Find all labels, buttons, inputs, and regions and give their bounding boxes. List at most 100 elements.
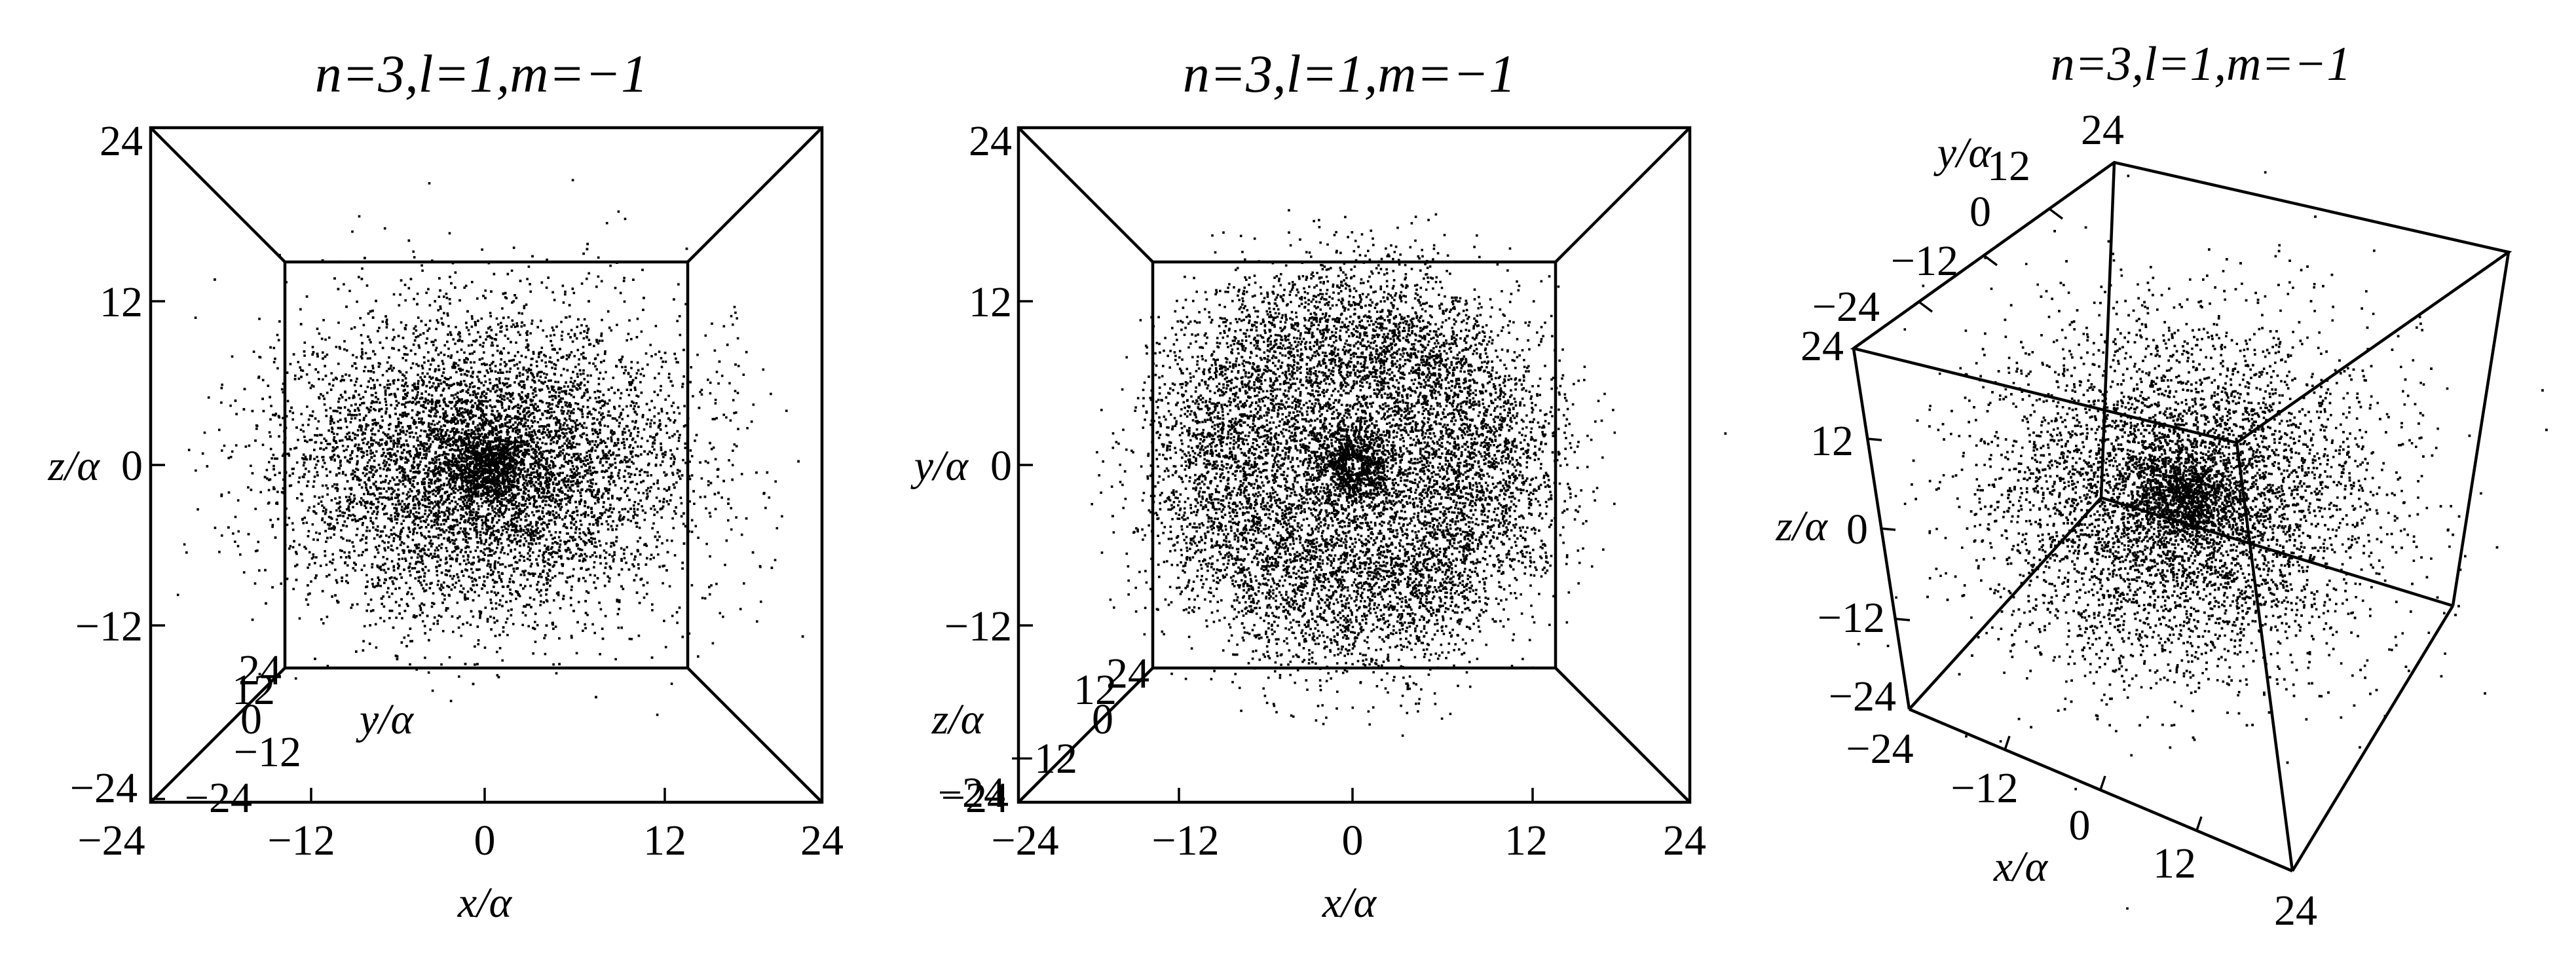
scatter-point — [524, 424, 527, 428]
scatter-point — [430, 406, 433, 409]
scatter-point — [572, 468, 575, 470]
scatter-point — [419, 555, 422, 558]
scatter-point — [637, 567, 640, 570]
scatter-point — [335, 345, 338, 348]
scatter-point — [668, 373, 671, 375]
scatter-point — [637, 395, 640, 398]
scatter-point — [506, 337, 510, 340]
scatter-point — [591, 432, 595, 436]
scatter-point — [476, 483, 479, 485]
scatter-point — [455, 478, 458, 481]
scatter-point — [341, 580, 343, 582]
scatter-point — [479, 343, 481, 346]
scatter-point — [584, 357, 587, 360]
scatter-point — [411, 409, 414, 412]
scatter-point — [448, 530, 451, 534]
scatter-point — [420, 429, 422, 432]
scatter-point — [557, 536, 561, 539]
scatter-point — [591, 460, 593, 464]
scatter-point — [462, 502, 466, 506]
scatter-point — [239, 553, 242, 556]
scatter-point — [492, 530, 495, 532]
scatter-point — [560, 499, 563, 502]
scatter-point — [377, 582, 380, 585]
scatter-point — [594, 496, 597, 499]
scatter-point — [504, 475, 507, 478]
scatter-point — [376, 534, 379, 536]
scatter-point — [265, 468, 269, 472]
scatter-point — [367, 369, 370, 373]
scatter-point — [520, 354, 523, 358]
scatter-point — [512, 358, 515, 362]
scatter-point — [458, 579, 460, 582]
scatter-point — [346, 437, 348, 441]
scatter-point — [562, 424, 565, 427]
scatter-point — [530, 412, 533, 415]
scatter-point — [504, 492, 507, 495]
scatter-point — [503, 361, 506, 363]
scatter-point — [525, 428, 528, 431]
scatter-point — [307, 603, 310, 606]
scatter-point — [603, 360, 605, 362]
scatter-point — [397, 441, 400, 444]
scatter-point — [636, 514, 639, 517]
scatter-point — [563, 410, 565, 413]
scatter-point — [404, 299, 407, 302]
scatter-point — [312, 410, 314, 413]
scatter-point — [452, 338, 455, 341]
scatter-point — [459, 527, 462, 530]
scatter-point — [392, 445, 395, 448]
scatter-point — [631, 563, 634, 566]
scatter-point — [345, 580, 348, 583]
scatter-point — [633, 508, 636, 510]
scatter-point — [427, 671, 430, 674]
scatter-point — [545, 500, 548, 503]
scatter-point — [337, 502, 341, 505]
scatter-point — [468, 561, 470, 564]
scatter-point — [554, 625, 557, 628]
scatter-point — [583, 318, 586, 321]
scatter-point — [288, 517, 291, 519]
scatter-point — [453, 586, 457, 589]
scatter-point — [464, 593, 466, 596]
scatter-point — [583, 384, 586, 387]
scatter-point — [385, 318, 388, 321]
scatter-point — [409, 530, 411, 533]
scatter-point — [402, 519, 405, 522]
scatter-point — [506, 475, 510, 478]
scatter-point — [673, 460, 675, 464]
scatter-point — [306, 405, 308, 408]
scatter-point — [638, 527, 641, 529]
scatter-point — [574, 553, 578, 555]
scatter-point — [633, 558, 636, 561]
scatter-point — [576, 325, 578, 328]
scatter-point — [413, 486, 416, 489]
scatter-point — [534, 462, 538, 464]
scatter-point — [368, 471, 371, 473]
scatter-point — [590, 485, 593, 488]
scatter-point — [335, 579, 338, 582]
scatter-point — [525, 303, 528, 306]
scatter-point — [500, 401, 503, 403]
scatter-point — [439, 379, 441, 382]
scatter-point — [521, 424, 525, 428]
scatter-point — [599, 432, 601, 434]
scatter-point — [384, 403, 388, 407]
scatter-point — [484, 606, 487, 609]
scatter-point — [223, 444, 226, 447]
scatter-point — [473, 385, 476, 388]
scatter-point — [591, 623, 594, 626]
scatter-point — [536, 471, 538, 473]
scatter-point — [427, 523, 430, 526]
scatter-point — [570, 588, 573, 591]
scatter-point — [560, 374, 563, 377]
scatter-point — [461, 481, 464, 484]
scatter-point — [479, 614, 481, 617]
scatter-point — [582, 357, 585, 360]
scatter-point — [359, 403, 362, 407]
scatter-point — [332, 432, 335, 435]
scatter-point — [496, 591, 500, 595]
scatter-point — [493, 511, 496, 513]
scatter-point — [367, 491, 369, 493]
scatter-point — [439, 382, 443, 385]
